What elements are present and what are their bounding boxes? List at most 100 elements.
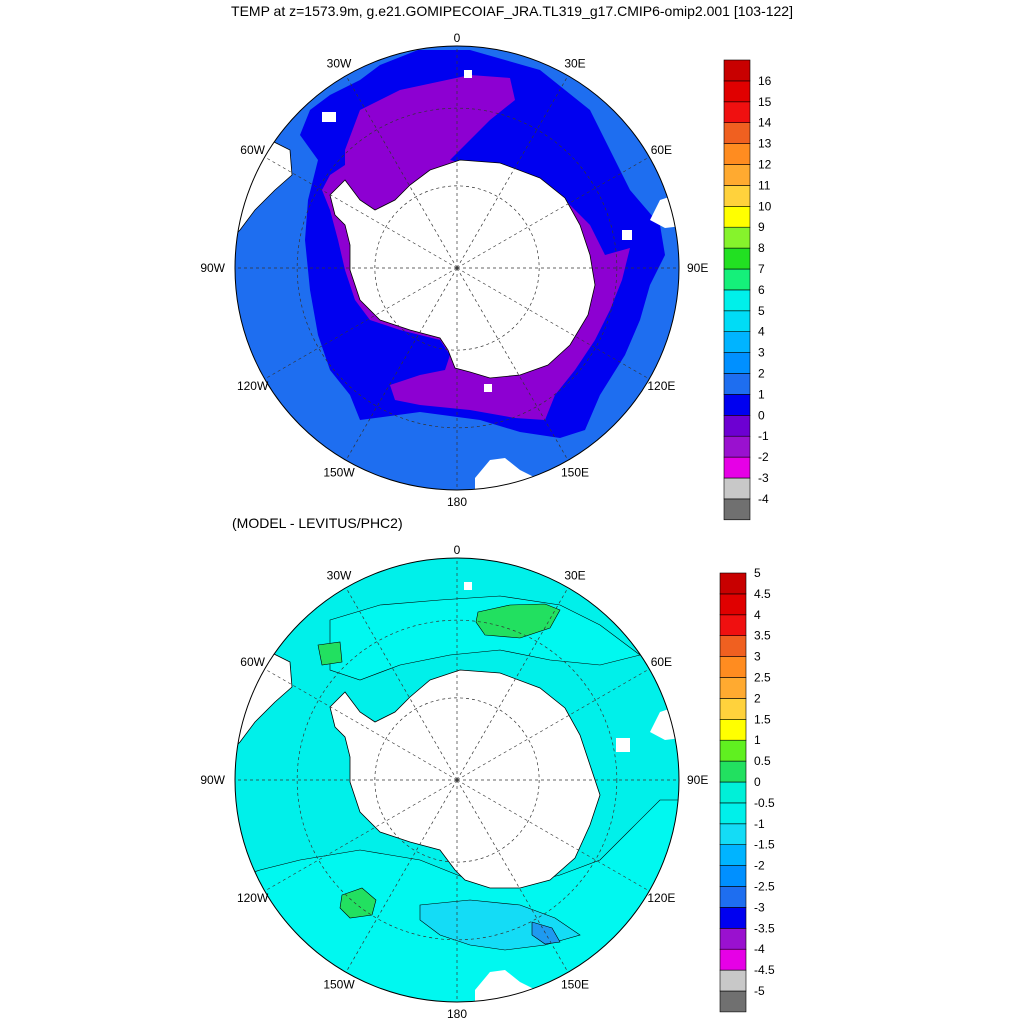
longitude-label: 90W	[200, 261, 225, 275]
colorbar-swatch	[719, 990, 747, 1013]
longitude-labels: 0 30E 60E 90E 120E 150E 180 150W 120W 90W 60W 30W	[200, 543, 708, 1021]
colorbar-swatch	[719, 572, 747, 595]
colorbar-swatch	[723, 164, 751, 186]
map-border	[234, 45, 680, 491]
longitude-label: 90E	[687, 261, 708, 275]
colorbar-swatch	[723, 435, 751, 458]
colorbar-swatch	[723, 373, 751, 395]
colorbar-difference: -5 -4.5 -4 -3.5 -3 -2.5 -2 -1.5 -1 -0.5 0 0.5 1 1.5 2 2…	[719, 566, 775, 1013]
colorbar-tick-label: 2	[758, 367, 765, 381]
difference-region-light	[329, 595, 641, 681]
small-island	[322, 112, 336, 122]
colorbar-swatch	[723, 185, 751, 207]
longitude-label: 30E	[564, 57, 585, 71]
longitude-label: 180	[447, 495, 467, 509]
colorbar-swatch	[723, 331, 751, 353]
colorbar-tick-label: 2	[754, 691, 761, 705]
antarctica-landmass	[329, 669, 601, 889]
colorbar-tick-label: 4	[758, 325, 765, 339]
colorbar-swatch	[719, 698, 747, 720]
colorbar-swatch	[723, 143, 751, 165]
africa-landmass	[650, 195, 679, 228]
colorbar-tick-label: -1	[758, 429, 769, 443]
colorbar-tick-label: -4.5	[754, 963, 775, 977]
longitude-labels: 0 30E 60E 90E 120E 150E 180 150W 120W 90W 60W 30W	[200, 31, 708, 509]
map-border	[234, 557, 680, 1003]
longitude-label: 60E	[651, 655, 672, 669]
colorbar-swatch	[723, 414, 751, 437]
colorbar-swatch	[719, 969, 747, 992]
colorbar-tick-label: 5	[758, 304, 765, 318]
colorbar-tick-label: -2	[754, 859, 765, 873]
small-island	[464, 582, 472, 590]
colorbar-swatch	[723, 352, 751, 374]
meridian-line	[345, 587, 458, 781]
antarctica-landmass	[329, 159, 596, 379]
colorbar-tick-label: 3	[758, 346, 765, 360]
colorbar-tick-label: 15	[758, 95, 772, 109]
map-panel-difference: 0 30E 60E 90E 120E 150E 180 150W 120W 90W 60W 30W -…	[200, 543, 775, 1021]
colorbar-swatch	[719, 593, 747, 616]
colorbar-tick-label: 9	[758, 220, 765, 234]
longitude-label: 30E	[564, 569, 585, 583]
colorbar-tick-label: 3	[754, 650, 761, 664]
colorbar-swatch	[719, 656, 747, 678]
colorbar-tick-label: 7	[758, 262, 765, 276]
colorbar-swatch	[723, 268, 751, 291]
difference-region-positive	[317, 641, 343, 666]
colorbar-swatch	[719, 760, 747, 783]
longitude-label: 90E	[687, 773, 708, 787]
colorbar-tick-label: 11	[758, 178, 771, 192]
longitude-label: 180	[447, 1007, 467, 1021]
longitude-label: 0	[454, 543, 461, 557]
colorbar-tick-label: 1	[758, 387, 765, 401]
meridian-line	[264, 267, 458, 380]
difference-region-positive	[475, 603, 561, 639]
longitude-label: 150E	[561, 465, 589, 479]
colorbar-tick-label: -1.5	[754, 838, 775, 852]
meridian-line	[456, 267, 650, 380]
latitude-circle	[296, 107, 618, 429]
colorbar-tick-label: 14	[758, 116, 772, 130]
colorbar-swatch	[719, 865, 747, 887]
colorbar-swatch	[719, 844, 747, 866]
small-island	[484, 384, 492, 392]
meridian-line	[345, 267, 458, 461]
colorbar-swatch	[719, 718, 747, 741]
difference-region-positive	[339, 887, 377, 919]
latitude-circle	[374, 185, 540, 351]
colorbar-swatch	[723, 80, 751, 103]
colorbar-tick-label: 2.5	[754, 671, 771, 685]
colorbar-swatch	[723, 101, 751, 124]
longitude-label: 120E	[647, 379, 675, 393]
longitude-label: 60E	[651, 143, 672, 157]
colorbar-swatch	[723, 206, 751, 228]
colorbar-swatch	[723, 59, 751, 82]
longitude-label: 120W	[237, 891, 269, 905]
colorbar-tick-label: 3.5	[754, 629, 771, 643]
colorbar-tick-label: 1	[754, 733, 761, 747]
colorbar-tick-label: 0	[754, 775, 761, 789]
colorbar-swatch	[723, 247, 751, 270]
colorbar-tick-label: -3	[758, 471, 769, 485]
colorbar-tick-label: 0.5	[754, 754, 771, 768]
meridian-line	[456, 267, 569, 461]
longitude-label: 30W	[327, 569, 352, 583]
colorbar-tick-label: 1.5	[754, 712, 771, 726]
colorbar-swatch	[723, 122, 751, 144]
colorbar-tick-label: 13	[758, 137, 772, 151]
panel-subtitle: (MODEL - LEVITUS/PHC2)	[232, 515, 403, 531]
latitude-circle	[296, 619, 618, 941]
colorbar-tick-label: -2.5	[754, 880, 775, 894]
colorbar-swatch	[723, 310, 751, 332]
longitude-label: 60W	[240, 143, 265, 157]
colorbar-tick-label: 10	[758, 199, 772, 213]
difference-region-strong-negative	[531, 921, 561, 945]
colorbar-tick-label: 16	[758, 74, 772, 88]
colorbar-swatch	[719, 739, 747, 762]
small-island	[464, 70, 472, 78]
colorbar-swatch	[723, 477, 751, 500]
small-island	[616, 738, 630, 752]
